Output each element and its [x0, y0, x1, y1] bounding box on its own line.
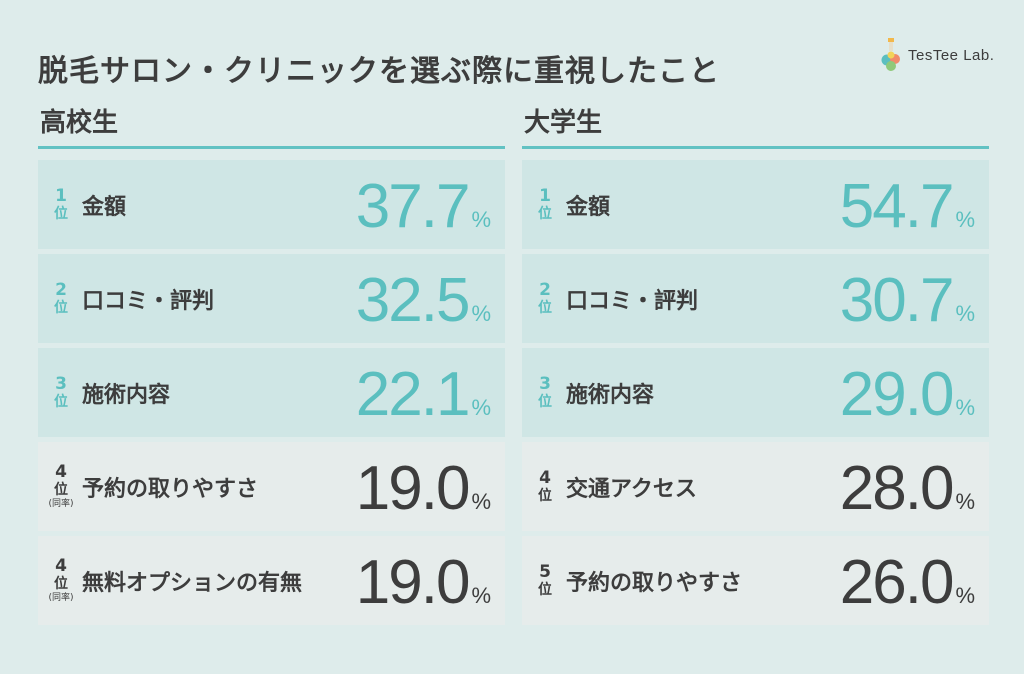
value-number: 22.1 [355, 360, 471, 429]
percentage-value: 19.0% [356, 442, 491, 531]
ranking-high-school: 高校生 1 位金額 37.7% 2 位口コミ・評判 32.5% 3 位施術内容 22.1% 4 位(… [38, 108, 505, 630]
percent-sign: % [955, 583, 975, 608]
rank-unit: 位 [538, 394, 552, 410]
rank-number: 4 [55, 462, 67, 482]
ranking-row: 5 位予約の取りやすさ 26.0% [522, 536, 989, 625]
percent-sign: % [471, 301, 491, 326]
ranking-row: 2 位口コミ・評判 32.5% [38, 254, 505, 343]
brand-logo: TesTee Lab. [880, 38, 994, 72]
rank-number: 3 [539, 374, 551, 394]
value-number: 54.7 [839, 172, 955, 241]
rank-number: 2 [539, 280, 551, 300]
ranking-rows: 1 位金額 54.7% 2 位口コミ・評判 30.7% 3 位施術内容 29.0% 4 位交通アクセ… [522, 160, 989, 625]
item-label: 交通アクセス [566, 476, 697, 502]
item-label: 金額 [82, 194, 127, 220]
rank-badge: 4 位 (同率) [46, 536, 76, 625]
column-divider [522, 146, 989, 149]
percent-sign: % [955, 395, 975, 420]
percentage-value: 32.5% [356, 254, 491, 343]
value-number: 29.0 [839, 360, 955, 429]
percent-sign: % [955, 301, 975, 326]
ranking-row: 3 位施術内容 29.0% [522, 348, 989, 437]
value-number: 30.7 [839, 266, 955, 335]
rank-unit: 位 [54, 300, 68, 316]
item-label: 予約の取りやすさ [82, 476, 259, 502]
ranking-row: 1 位金額 54.7% [522, 160, 989, 249]
value-number: 26.0 [839, 548, 955, 617]
ranking-row: 4 位 (同率) 予約の取りやすさ 19.0% [38, 442, 505, 531]
logo-text: TesTee Lab. [908, 46, 995, 64]
rank-unit: 位 [54, 206, 68, 222]
flask-icon [881, 38, 900, 71]
rank-number: 2 [55, 280, 67, 300]
percent-sign: % [471, 395, 491, 420]
rank-number: 5 [539, 562, 551, 582]
ranking-university: 大学生 1 位金額 54.7% 2 位口コミ・評判 30.7% 3 位施術内容 29.0% 4 位交… [522, 108, 989, 630]
ranking-rows: 1 位金額 37.7% 2 位口コミ・評判 32.5% 3 位施術内容 22.1% 4 位 (同率) 予… [38, 160, 505, 625]
value-number: 19.0 [355, 454, 471, 523]
rank-badge: 4 位 (同率) [46, 442, 76, 531]
item-label: 金額 [566, 194, 611, 220]
rank-number: 4 [55, 556, 67, 576]
value-number: 37.7 [355, 172, 471, 241]
percentage-value: 30.7% [840, 254, 975, 343]
rank-unit: 位 [538, 488, 552, 504]
item-label: 口コミ・評判 [82, 288, 215, 314]
item-label: 施術内容 [566, 382, 655, 408]
rank-unit: 位 [538, 582, 552, 598]
item-label: 無料オプションの有無 [82, 570, 303, 596]
rank-tie-note: (同率) [48, 593, 74, 603]
rank-number: 1 [539, 186, 551, 206]
item-label: 口コミ・評判 [566, 288, 699, 314]
ranking-row: 1 位金額 37.7% [38, 160, 505, 249]
ranking-row: 4 位 (同率) 無料オプションの有無 19.0% [38, 536, 505, 625]
rank-tie-note: (同率) [48, 499, 74, 509]
rank-unit: 位 [54, 482, 68, 498]
rank-unit: 位 [538, 206, 552, 222]
percentage-value: 54.7% [840, 160, 975, 249]
percentage-value: 28.0% [840, 442, 975, 531]
rank-unit: 位 [538, 300, 552, 316]
rank-number: 3 [55, 374, 67, 394]
percentage-value: 26.0% [840, 536, 975, 625]
rank-number: 4 [539, 468, 551, 488]
page-title: 脱毛サロン・クリニックを選ぶ際に重視したこと [38, 54, 720, 89]
column-title: 高校生 [40, 108, 119, 138]
percent-sign: % [471, 583, 491, 608]
column-divider [38, 146, 505, 149]
percent-sign: % [955, 207, 975, 232]
value-number: 28.0 [839, 454, 955, 523]
ranking-row: 3 位施術内容 22.1% [38, 348, 505, 437]
rank-unit: 位 [54, 576, 68, 592]
percent-sign: % [955, 489, 975, 514]
item-label: 予約の取りやすさ [566, 570, 743, 596]
rank-number: 1 [55, 186, 67, 206]
percentage-value: 19.0% [356, 536, 491, 625]
item-label: 施術内容 [82, 382, 171, 408]
percentage-value: 22.1% [356, 348, 491, 437]
percentage-value: 29.0% [840, 348, 975, 437]
value-number: 19.0 [355, 548, 471, 617]
ranking-row: 4 位交通アクセス 28.0% [522, 442, 989, 531]
percent-sign: % [471, 489, 491, 514]
ranking-row: 2 位口コミ・評判 30.7% [522, 254, 989, 343]
value-number: 32.5 [355, 266, 471, 335]
percent-sign: % [471, 207, 491, 232]
percentage-value: 37.7% [356, 160, 491, 249]
column-title: 大学生 [524, 108, 603, 138]
rank-unit: 位 [54, 394, 68, 410]
